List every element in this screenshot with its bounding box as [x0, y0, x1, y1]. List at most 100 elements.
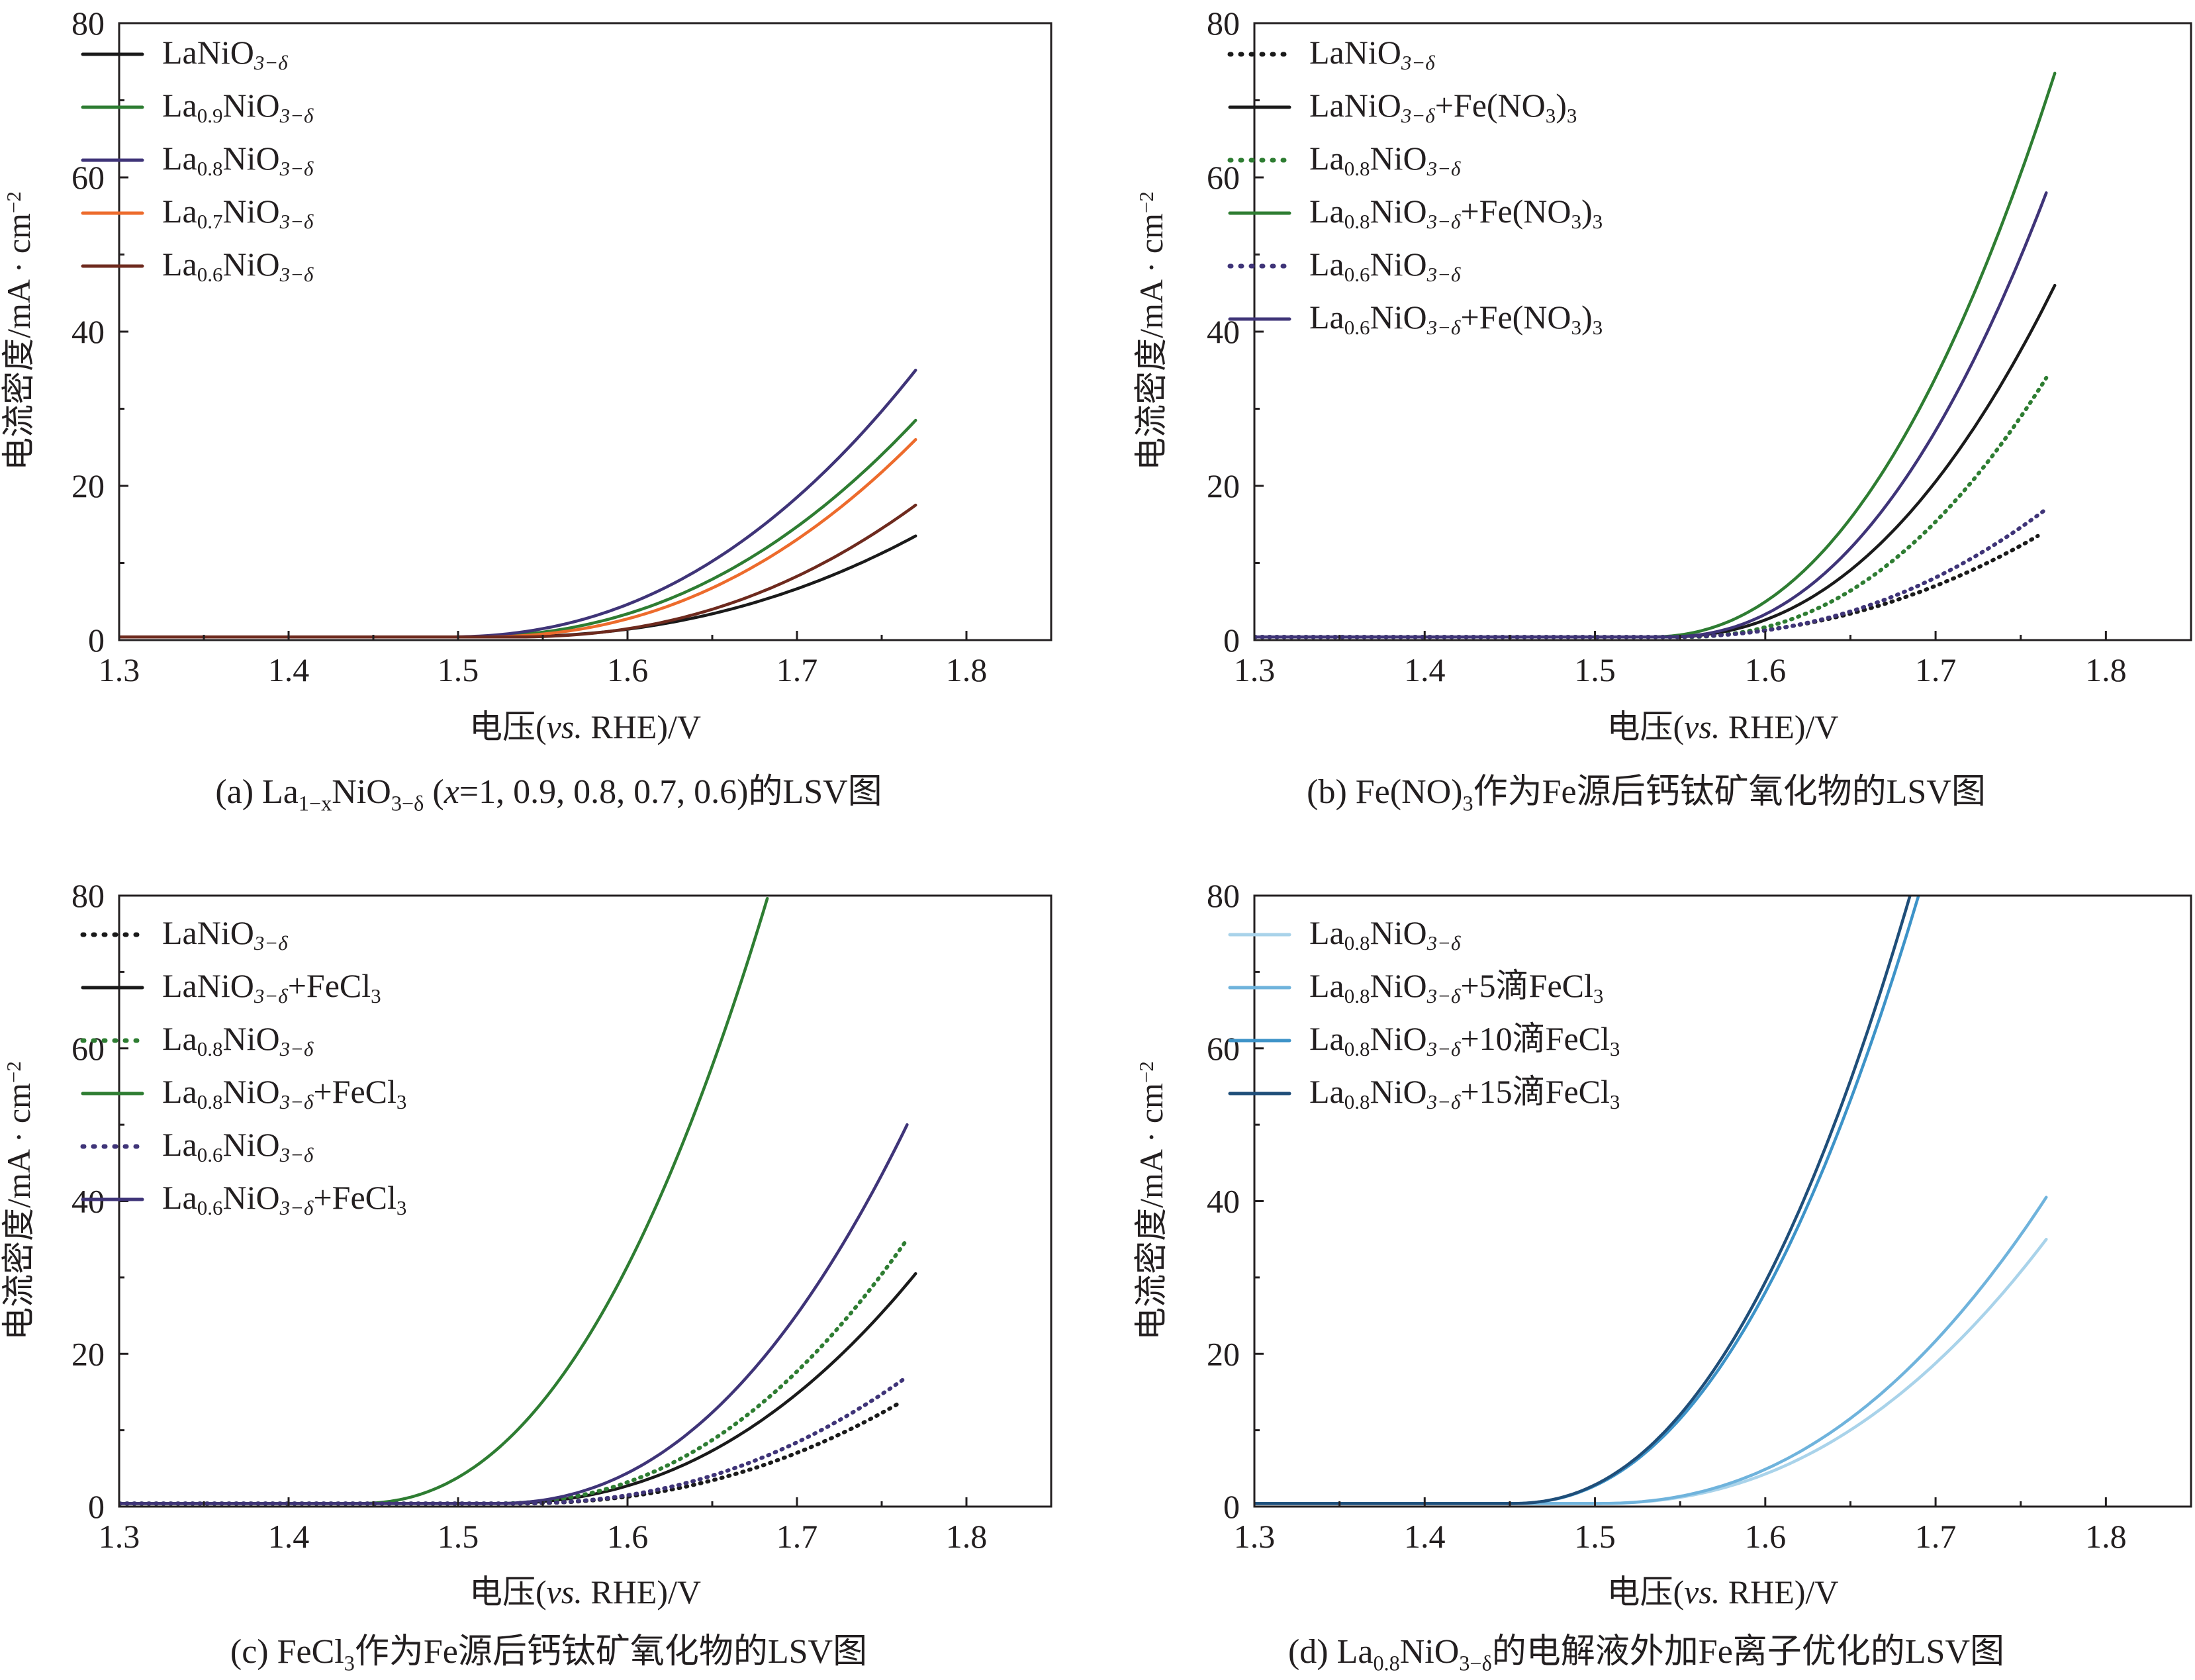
x-tick-label: 1.7	[776, 651, 818, 688]
legend-suffix-txt: +15滴FeCl	[1460, 1073, 1609, 1110]
chart-c-caption: (c) FeCl3作为Fe源后钙钛矿氧化物的LSV图	[0, 1623, 1098, 1673]
legend-suffix-txt: +FeCl	[313, 1073, 396, 1110]
legend-nio: NiO	[1370, 1020, 1426, 1057]
x-tick-label: 1.6	[1745, 1518, 1787, 1555]
caption-a-pre: (a) La	[215, 773, 299, 811]
legend-sub: 0.8	[197, 157, 223, 180]
chart-d-caption: (d) La0.8NiO3−δ的电解液外加Fe离子优化的LSV图	[1098, 1623, 2195, 1673]
series-line-b-4	[1254, 507, 2049, 639]
y-axis-title: 电流密度/mA · cm−2	[1133, 191, 1170, 471]
legend-osub: 3−δ	[279, 210, 314, 233]
y-axis-title-sup: −2	[1135, 191, 1158, 213]
series-line-a-4	[119, 503, 917, 639]
x-axis-title-b: RHE)/V	[1720, 708, 1838, 745]
y-tick-label: 0	[1223, 1488, 1240, 1525]
legend-sub: 0.8	[1344, 1037, 1370, 1060]
caption-a-sub2: 3−δ	[391, 791, 424, 816]
legend-label-a-1: La0.9NiO3−δ	[162, 87, 314, 127]
legend-osub: 3−δ	[1426, 263, 1461, 286]
caption-d-mid: NiO	[1399, 1633, 1460, 1671]
chart-panel-c: 1.3 1.4 1.5 1.6 1.7 1.8 0 20 40 60 80 电压(vs. RHE)/V…	[0, 840, 1098, 1680]
series-line-a-3	[119, 438, 917, 639]
x-axis-title: 电压(vs. RHE)/V	[1607, 708, 1839, 745]
legend-nio: NiO	[1370, 967, 1426, 1004]
legend-suffix-txt: +5滴FeCl	[1460, 967, 1593, 1004]
caption-a-mid: NiO	[332, 773, 391, 811]
legend-osub: 3−δ	[1426, 931, 1461, 955]
x-axis-title-italic: vs.	[547, 1573, 583, 1610]
legend-sub: 0.6	[197, 263, 223, 286]
x-axis-title-a: 电压(	[469, 1573, 547, 1610]
legend-nio: NiO	[1370, 299, 1426, 336]
legend-base: La	[1309, 914, 1344, 951]
legend-base: La	[1309, 1020, 1344, 1057]
x-tick-label: 1.5	[438, 1518, 479, 1555]
legend-nio: NiO	[222, 1073, 279, 1110]
series-line-a-2	[119, 369, 917, 639]
x-axis-title-b: RHE)/V	[583, 708, 701, 745]
y-axis-title-a: 电流密度/mA · cm	[0, 1083, 37, 1340]
legend-osub: 3−δ	[254, 984, 288, 1007]
caption-c-sub1: 3	[344, 1651, 355, 1675]
y-axis-title-a: 电流密度/mA · cm	[0, 213, 37, 471]
legend-osub: 3−δ	[254, 931, 288, 955]
legend-label-b-3: La0.8NiO3−δ+Fe(NO3)3	[1309, 193, 1603, 233]
caption-d-pre: (d) La	[1287, 1633, 1374, 1671]
caption-a-post: =1, 0.9, 0.8, 0.7, 0.6)的LSV图	[459, 773, 882, 811]
caption-b-pre: (b) Fe(NO)	[1307, 773, 1463, 811]
y-tick-label: 20	[1207, 467, 1240, 504]
legend-suffix-txt: +Fe(NO	[1460, 299, 1571, 336]
legend-suffix-txt: +Fe(NO	[1435, 87, 1546, 124]
legend-suffix-txt: +Fe(NO	[1460, 193, 1571, 230]
legend-label-c-2: La0.8NiO3−δ	[162, 1020, 314, 1060]
x-axis-title-b: RHE)/V	[1720, 1573, 1838, 1610]
x-tick-label: 1.6	[607, 1518, 649, 1555]
chart-a-svg: 1.3 1.4 1.5 1.6 1.7 1.8 0 20 40 60 80 电压(vs. RHE)/V…	[0, 5, 1052, 745]
legend-label-d-3: La0.8NiO3−δ+15滴FeCl3	[1309, 1073, 1620, 1113]
chart-d-svg: 1.3 1.4 1.5 1.6 1.7 1.8 0 20 40 60 80 电压(vs. RHE)/V…	[1133, 877, 2192, 1610]
series-line-c-0	[119, 1401, 901, 1506]
caption-b-sub1: 3	[1462, 791, 1473, 816]
x-tick-label: 1.4	[1404, 651, 1446, 688]
y-tick-label: 20	[1207, 1335, 1240, 1372]
x-tick-label: 1.6	[607, 651, 649, 688]
y-tick-label: 20	[71, 1335, 105, 1372]
x-tick-label: 1.5	[1574, 651, 1616, 688]
chart-panel-a: 1.3 1.4 1.5 1.6 1.7 1.8 0 20 40 60 80 电压(vs. RHE)/V…	[0, 0, 1098, 840]
legend-osub: 3−δ	[279, 157, 314, 180]
legend-label-b-0: LaNiO3−δ	[1309, 34, 1435, 74]
x-axis-title-italic: vs.	[1684, 1573, 1720, 1610]
legend-sub: 0.7	[197, 210, 223, 233]
legend-suffix-sub: 3	[397, 1090, 407, 1113]
legend-suffix-sub: 3	[1567, 104, 1577, 127]
legend-label-b-2: La0.8NiO3−δ	[1309, 140, 1461, 180]
x-axis-title: 电压(vs. RHE)/V	[1607, 1573, 1839, 1610]
legend-suffix-txt: +FeCl	[313, 1179, 396, 1216]
series-line-a-1	[119, 418, 917, 639]
x-tick-label: 1.8	[2085, 651, 2127, 688]
caption-c-pre: (c) FeCl	[230, 1633, 344, 1671]
legend-base: La	[162, 140, 197, 177]
legend-sub: 0.8	[197, 1037, 223, 1060]
x-tick-label: 1.7	[776, 1518, 818, 1555]
legend-label-c-5: La0.6NiO3−δ+FeCl3	[162, 1179, 406, 1219]
legend-nio: NiO	[222, 87, 279, 124]
x-tick-label: 1.5	[1574, 1518, 1616, 1555]
legend-osub: 3−δ	[279, 1037, 314, 1060]
series-group	[1254, 71, 2057, 639]
legend-base: La	[162, 1179, 197, 1216]
legend-label-a-0: LaNiO3−δ	[162, 34, 288, 74]
caption-b-post: 作为Fe源后钙钛矿氧化物的LSV图	[1473, 773, 1986, 811]
legend-nio: NiO	[222, 1126, 279, 1163]
legend-suffix-sub: 3	[1610, 1037, 1620, 1060]
legend-suffix-txt: +10滴FeCl	[1460, 1020, 1609, 1057]
legend-base: La	[1309, 140, 1344, 177]
legend-sub: 0.8	[197, 1090, 223, 1113]
y-tick-label: 0	[88, 622, 105, 659]
legend-nio: NiO	[1370, 140, 1426, 177]
series-line-b-1	[1254, 283, 2057, 639]
legend-base: La	[1309, 299, 1344, 336]
legend-suffix-sub: 3	[371, 984, 381, 1007]
x-axis-title-a: 电压(	[1607, 1573, 1685, 1610]
